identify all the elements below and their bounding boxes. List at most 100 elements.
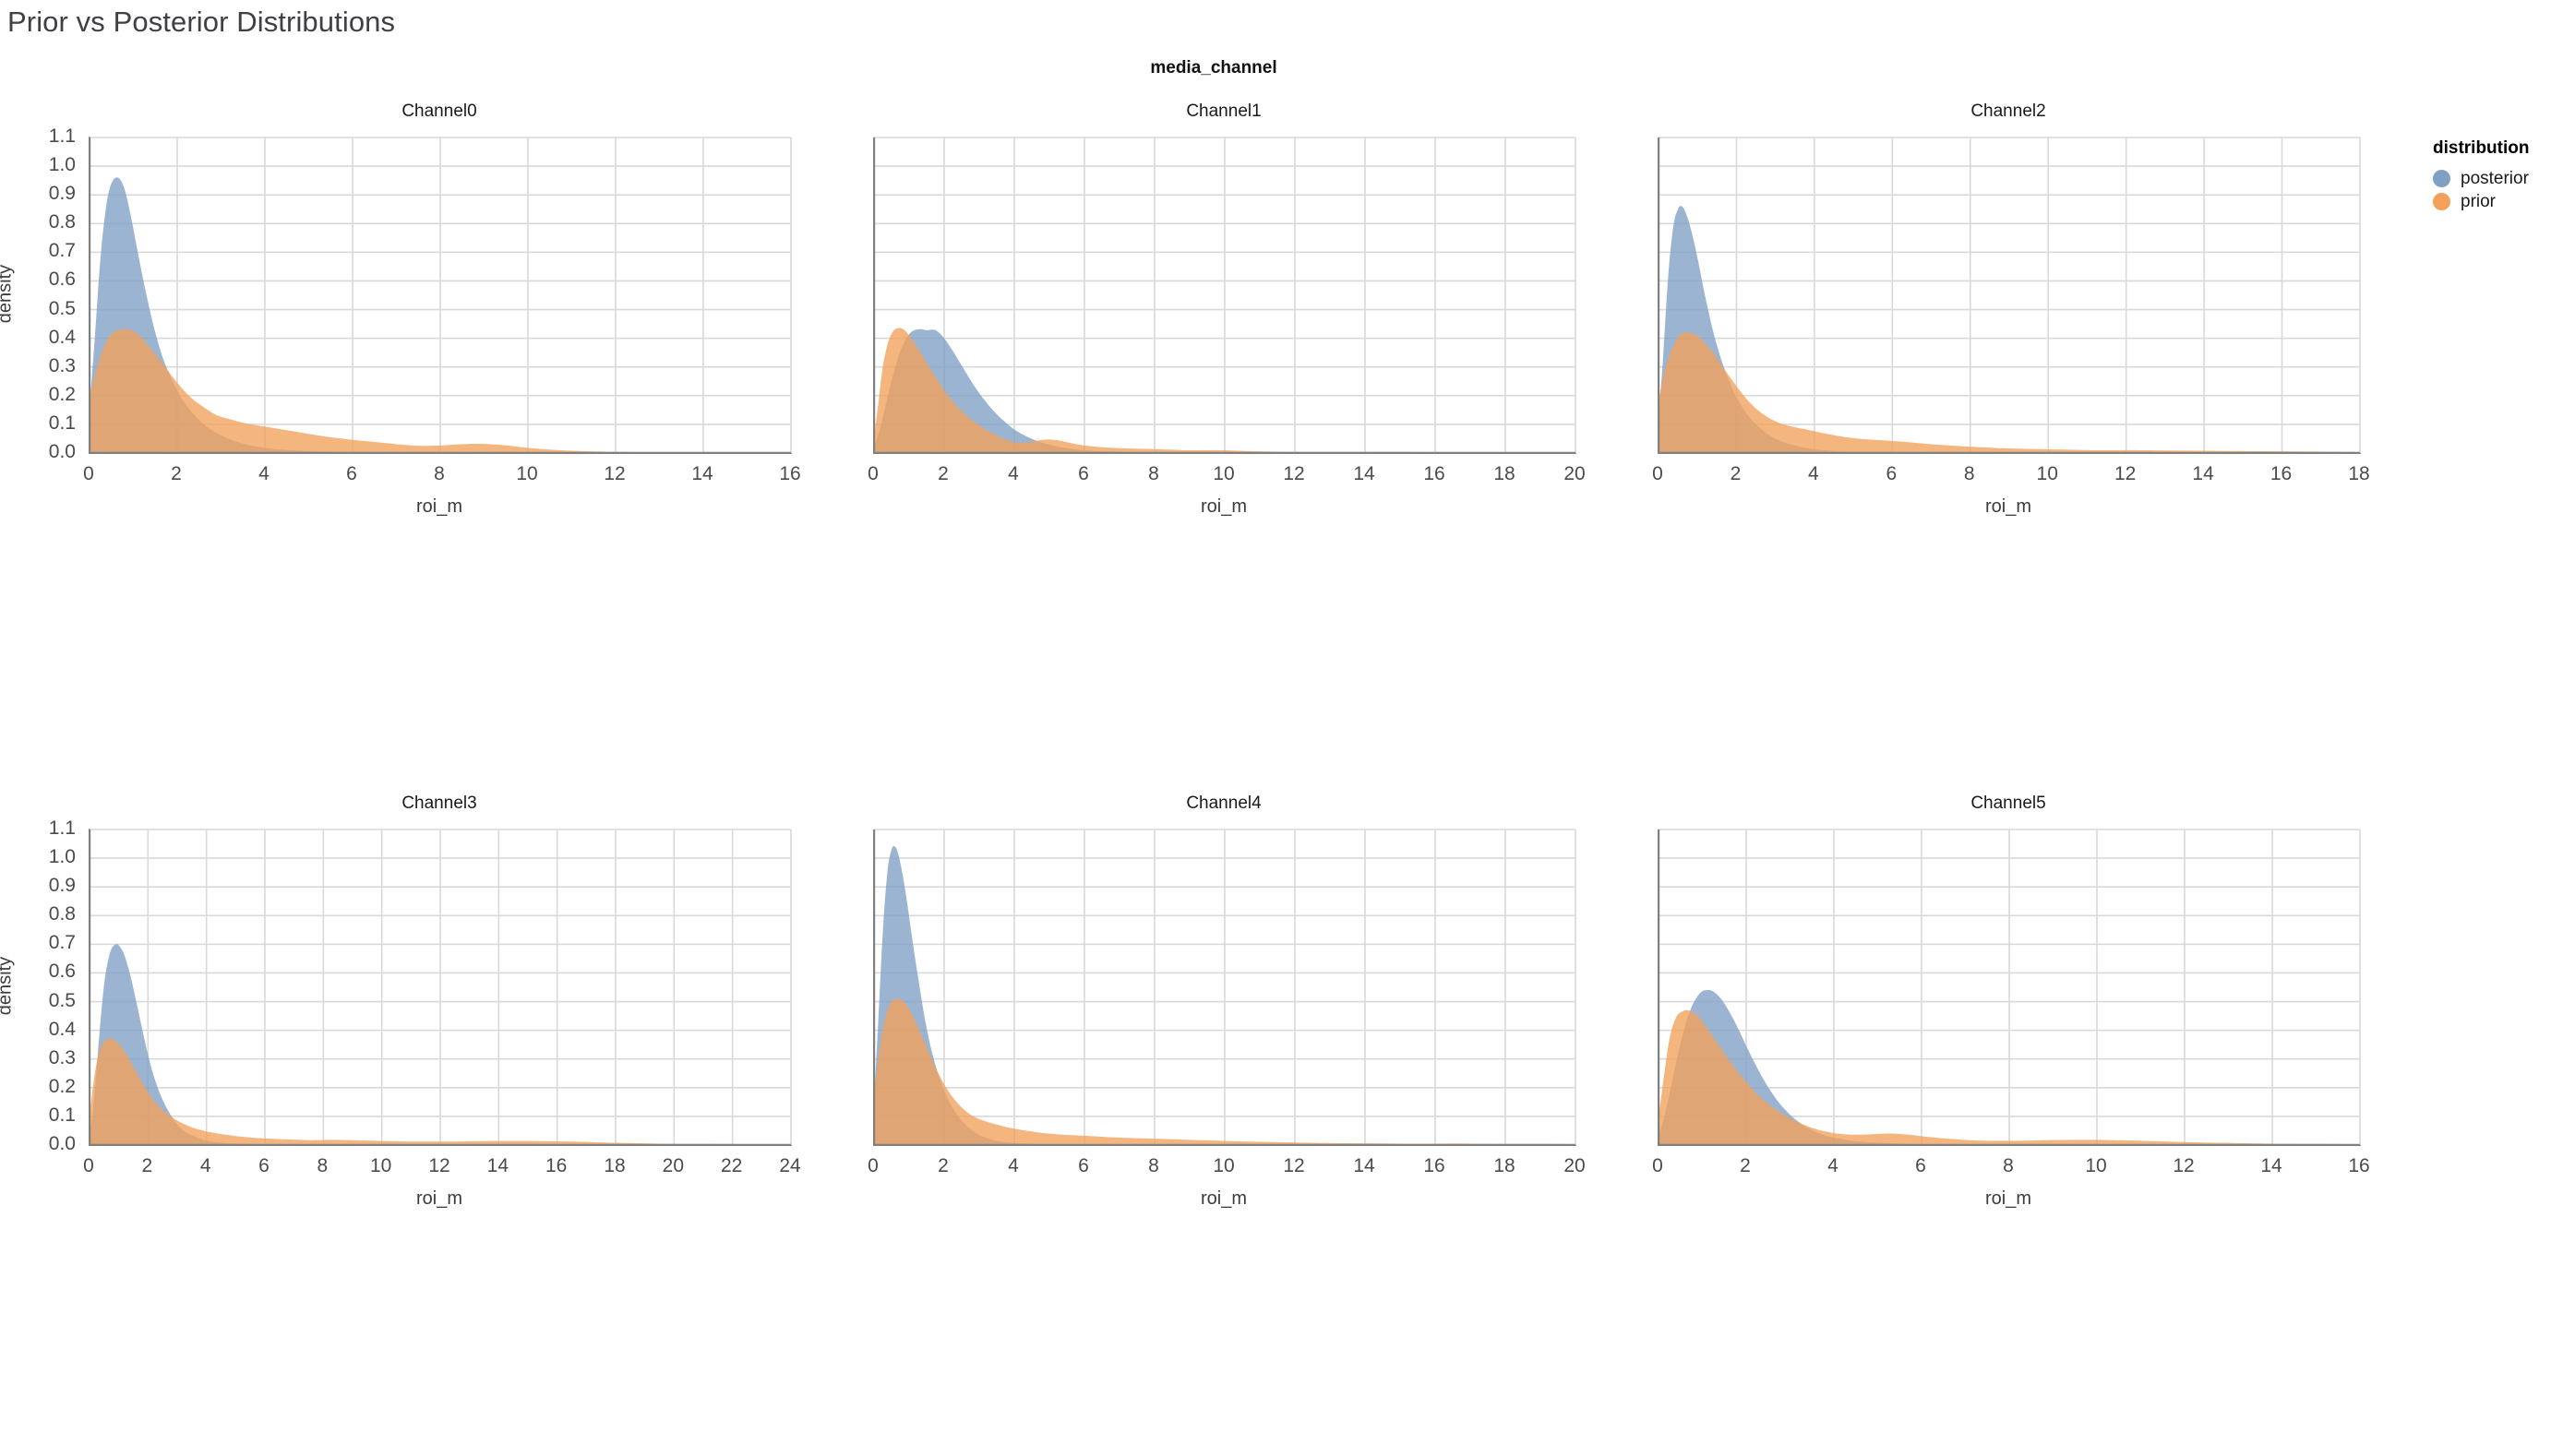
x-tick-label: 12: [1283, 463, 1305, 484]
x-tick-label: 20: [1563, 463, 1586, 484]
x-tick-label: 4: [1808, 463, 1819, 484]
y-tick-label: 0.5: [48, 297, 76, 319]
x-axis-title: roi_m: [415, 1188, 462, 1209]
x-tick-label: 14: [691, 463, 713, 484]
legend-title: distribution: [2433, 138, 2530, 158]
x-tick-label: 0: [83, 1155, 94, 1176]
x-tick-label: 14: [2192, 463, 2214, 484]
x-tick-label: 22: [720, 1155, 743, 1176]
x-tick-label: 18: [604, 1155, 626, 1176]
y-tick-label: 0.8: [48, 903, 76, 925]
panel-title: Channel3: [401, 794, 477, 813]
legend-swatch-posterior-icon: [2433, 170, 2450, 187]
x-tick-label: 10: [1213, 463, 1235, 484]
panel-channel5: Channel5: [1575, 794, 2359, 1220]
x-tick-label: 6: [346, 463, 357, 484]
x-tick-label: 16: [779, 463, 801, 484]
y-axis-title: density: [0, 956, 16, 1016]
legend: distribution posterior prior: [2433, 138, 2551, 213]
legend-item-posterior[interactable]: posterior: [2433, 167, 2551, 190]
x-tick-label: 2: [1740, 1155, 1751, 1176]
x-tick-label: 6: [1078, 1155, 1089, 1176]
x-tick-label: 12: [1283, 1155, 1305, 1176]
y-tick-label: 0.7: [48, 932, 76, 954]
x-tick-label: 6: [1915, 1155, 1926, 1176]
y-tick-label: 0.9: [48, 875, 76, 897]
y-tick-label: 0.3: [48, 354, 76, 376]
x-tick-label: 2: [141, 1155, 153, 1176]
plot-area-channel1: [873, 137, 1576, 454]
y-tick-label: 0.9: [48, 183, 76, 205]
x-tick-label: 16: [2348, 1155, 2370, 1176]
x-tick-label: 10: [369, 1155, 392, 1176]
y-tick-label: 0.7: [48, 240, 76, 262]
panel-title: Channel0: [401, 101, 477, 121]
y-tick-label: 0.8: [48, 211, 76, 233]
x-tick-label: 20: [662, 1155, 685, 1176]
x-tick-label: 8: [1148, 1155, 1159, 1176]
y-tick-label: 0.6: [48, 961, 76, 983]
x-tick-label: 18: [2348, 463, 2370, 484]
y-tick-label: 0.0: [48, 441, 76, 462]
x-tick-label: 10: [516, 463, 538, 484]
y-tick-label: 0.6: [48, 269, 76, 291]
panel-channel4: Channel4: [790, 794, 1575, 1220]
x-tick-label: 12: [2173, 1155, 2195, 1176]
plot-area-channel3: [89, 829, 792, 1146]
x-tick-label: 20: [1563, 1155, 1586, 1176]
x-tick-label: 4: [1008, 463, 1019, 484]
x-tick-label: 0: [1652, 1155, 1663, 1176]
legend-label: prior: [2461, 191, 2497, 211]
panel-title: Channel1: [1186, 101, 1262, 121]
x-tick-label: 4: [1827, 1155, 1838, 1176]
legend-item-prior[interactable]: prior: [2433, 190, 2551, 213]
page-title: Prior vs Posterior Distributions: [7, 6, 396, 38]
x-tick-label: 12: [428, 1155, 450, 1176]
x-tick-label: 18: [1493, 463, 1515, 484]
x-tick-label: 4: [199, 1155, 211, 1176]
y-tick-label: 0.2: [48, 383, 76, 405]
plot-area-channel0: [89, 137, 792, 454]
y-tick-label: 0.4: [48, 1018, 76, 1040]
plot-area-channel4: [873, 829, 1576, 1146]
x-tick-label: 12: [2114, 463, 2137, 484]
x-tick-label: 6: [258, 1155, 269, 1176]
x-tick-label: 0: [868, 1155, 879, 1176]
y-tick-label: 0.0: [48, 1133, 76, 1154]
x-axis-title: roi_m: [1984, 496, 2031, 517]
x-tick-label: 14: [1353, 1155, 1375, 1176]
x-tick-label: 14: [486, 1155, 509, 1176]
x-tick-label: 12: [604, 463, 626, 484]
x-tick-label: 10: [1213, 1155, 1235, 1176]
plot-area-channel2: [1658, 137, 2361, 454]
y-tick-label: 1.0: [48, 846, 76, 868]
y-tick-label: 1.0: [48, 154, 76, 176]
x-tick-label: 2: [1730, 463, 1742, 484]
x-tick-label: 8: [317, 1155, 329, 1176]
y-tick-label: 1.1: [48, 125, 76, 147]
x-axis-title: roi_m: [415, 496, 462, 517]
y-axis-title: density: [0, 264, 16, 324]
legend-swatch-prior-icon: [2433, 193, 2450, 210]
x-tick-label: 16: [1423, 1155, 1445, 1176]
x-tick-label: 14: [1353, 463, 1375, 484]
x-tick-label: 2: [938, 1155, 949, 1176]
plot-area-channel5: [1658, 829, 2361, 1146]
x-tick-label: 16: [1423, 463, 1445, 484]
panel-title: Channel4: [1186, 794, 1262, 813]
x-tick-label: 2: [938, 463, 949, 484]
x-tick-label: 0: [1652, 463, 1663, 484]
x-axis-title: roi_m: [1200, 496, 1247, 517]
x-tick-label: 6: [1078, 463, 1089, 484]
y-tick-label: 1.1: [48, 818, 76, 839]
x-tick-label: 8: [2003, 1155, 2014, 1176]
panel-channel1: Channel1: [790, 101, 1575, 528]
x-tick-label: 6: [1886, 463, 1898, 484]
x-tick-label: 2: [171, 463, 182, 484]
x-tick-label: 14: [2260, 1155, 2282, 1176]
panel-title: Channel2: [1970, 101, 2046, 121]
x-tick-label: 10: [2085, 1155, 2107, 1176]
x-tick-label: 8: [434, 463, 445, 484]
x-tick-label: 16: [2270, 463, 2293, 484]
y-tick-label: 0.1: [48, 1104, 76, 1126]
